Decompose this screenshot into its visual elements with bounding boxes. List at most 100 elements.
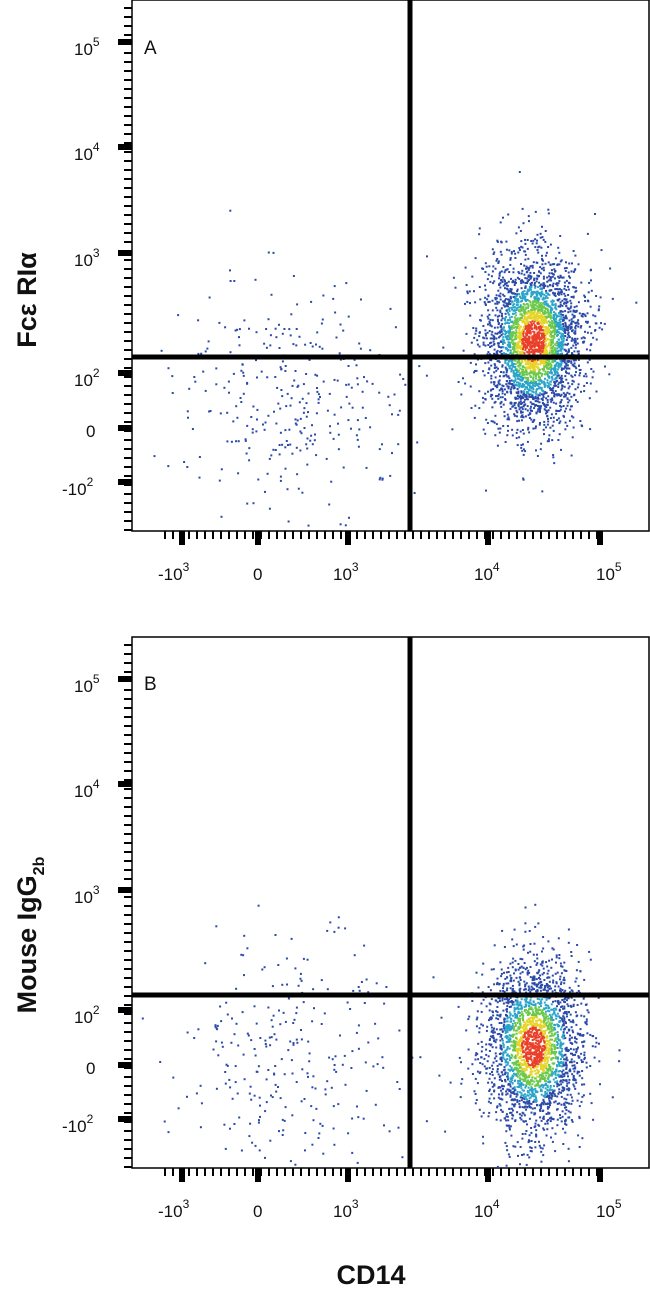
event-dot [563,1058,566,1061]
event-dot [561,384,564,387]
event-dot [542,936,545,938]
event-dot [518,278,521,280]
event-dot [332,1127,335,1130]
event-dot [215,1040,218,1043]
event-dot [198,456,201,458]
event-dot [307,392,310,395]
event-dot [263,428,266,431]
event-dot [575,321,578,324]
event-dot [491,270,494,273]
event-dot [498,272,501,275]
event-dot [552,345,555,348]
event-dot [565,407,568,410]
event-dot [548,324,551,327]
event-dot [530,1140,533,1142]
event-dot [542,277,545,280]
event-dot [584,330,586,333]
event-dot [519,352,522,355]
event-dot [520,346,523,349]
event-dot [290,313,293,316]
event-dot [499,350,502,353]
event-dot [563,365,566,368]
event-dot [512,379,514,382]
event-dot [545,332,548,335]
event-dot [527,338,530,341]
event-dot [516,317,519,320]
event-dot [560,379,563,382]
event-dot [575,399,577,402]
event-dot [312,1075,315,1078]
event-dot [545,320,548,323]
event-dot [517,1047,519,1050]
event-dot [544,359,547,362]
event-dot [528,266,531,269]
event-dot [539,410,541,413]
event-dot [511,428,514,431]
event-dot [537,382,540,385]
event-dot [514,320,517,323]
event-dot [529,1023,532,1026]
event-dot [538,340,541,343]
event-dot [518,359,520,362]
event-dot [521,350,524,353]
event-dot [526,367,528,369]
event-dot [499,271,502,274]
event-dot [500,349,503,352]
event-dot [499,396,502,399]
event-dot [554,360,557,363]
event-dot [562,405,565,407]
event-dot [522,368,524,371]
event-dot [522,335,525,338]
event-dot [585,320,587,323]
event-dot [235,405,238,408]
event-dot [525,323,528,326]
event-dot [503,971,505,974]
event-dot [511,336,514,339]
event-dot [315,343,317,346]
event-dot [513,343,515,346]
event-dot [533,365,536,368]
event-dot [474,332,477,335]
event-dot [484,302,487,305]
event-dot [550,343,553,345]
event-dot [604,365,606,368]
event-dot [348,516,350,519]
event-dot [502,326,505,329]
event-dot [496,1014,499,1017]
event-dot [361,390,364,393]
event-dot [328,503,331,506]
event-dot [524,258,527,261]
event-dot [204,962,207,965]
event-dot [485,489,487,492]
event-dot [520,245,523,248]
event-dot [299,977,302,980]
event-dot [508,298,511,301]
event-dot [273,410,275,413]
event-dot [485,334,487,337]
event-dot [559,310,562,313]
event-dot [526,340,529,343]
event-dot [559,987,562,990]
event-dot [539,386,542,389]
event-dot [231,1017,233,1020]
event-dot [531,1046,534,1049]
event-dot [578,374,581,377]
event-dot [489,389,492,392]
event-dot [335,1070,338,1073]
event-dot [548,330,551,333]
event-dot [598,326,601,329]
event-dot [543,300,546,303]
event-dot [551,389,554,392]
event-dot [541,308,544,311]
event-dot [543,310,546,312]
event-dot [544,370,547,373]
event-dot [492,253,495,255]
event-dot [357,445,360,448]
event-dot [493,251,496,254]
event-dot [574,286,577,289]
event-dot [499,221,502,224]
event-dot [286,392,289,395]
event-dot [542,369,545,372]
event-dot [517,1008,520,1011]
event-dot [493,383,496,386]
